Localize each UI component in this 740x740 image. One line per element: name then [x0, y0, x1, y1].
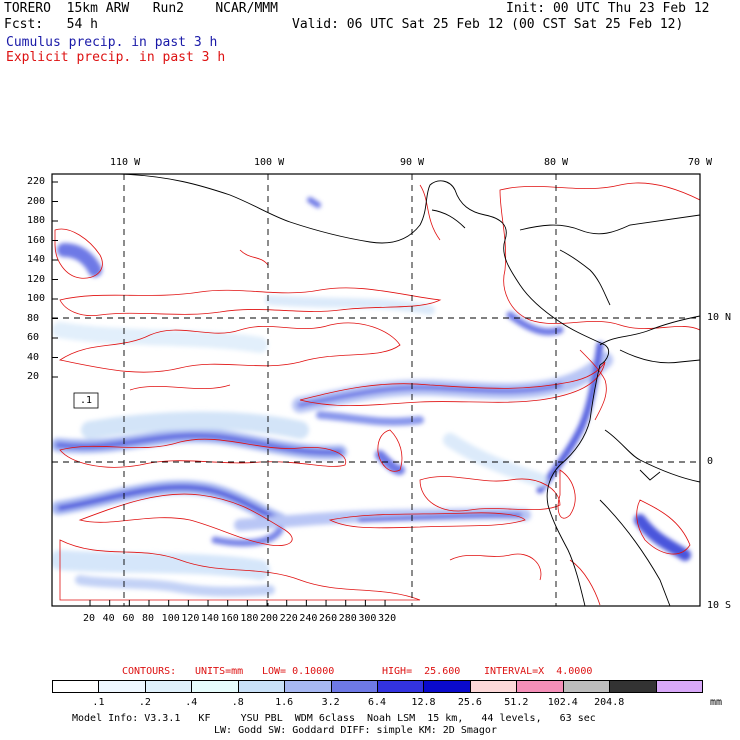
map-frame	[51, 173, 701, 607]
x-tick-label: 120	[181, 613, 200, 624]
y-tick-label: 20	[27, 371, 40, 382]
cumulus-precip-shading	[52, 197, 691, 597]
x-tick-label: 220	[279, 613, 298, 624]
lon-label-70w: 70 W	[688, 157, 713, 168]
lon-label-80w: 80 W	[544, 157, 569, 168]
y-tick-label: 160	[27, 234, 46, 246]
contour-label: .1	[80, 395, 93, 406]
legend-cumulus: Cumulus precip. in past 3 h	[6, 35, 218, 50]
contours-high: HIGH= 25.600	[382, 666, 461, 677]
x-tick-label: 80	[142, 613, 155, 624]
colorbar-label: 12.8	[411, 697, 436, 708]
colorbar-swatch	[144, 680, 193, 693]
colorbar-label: .8	[231, 697, 244, 708]
lon-label-110w: 110 W	[110, 157, 141, 168]
colorbar-label: 102.4	[547, 697, 578, 708]
x-tick-label: 260	[319, 613, 338, 624]
colorbar-label: 25.6	[457, 697, 482, 708]
colorbar-label: .2	[138, 697, 151, 708]
contours-interval: INTERVAL=X 4.0000	[484, 666, 593, 677]
x-tick-label: 240	[299, 613, 318, 624]
header-valid: Valid: 06 UTC Sat 25 Feb 12 (00 CST Sat …	[292, 17, 684, 32]
y-tick-label: 220	[27, 176, 46, 187]
legend-explicit: Explicit precip. in past 3 h	[6, 50, 226, 65]
x-tick-label: 160	[220, 613, 239, 624]
x-tick-label: 180	[240, 613, 259, 624]
x-tick-label: 200	[260, 613, 279, 624]
contours-low: LOW= 0.10000	[262, 666, 335, 677]
y-axis-ticks	[52, 181, 58, 378]
latlon-grid	[52, 174, 700, 606]
header-init: Init: 00 UTC Thu 23 Feb 12	[506, 1, 710, 16]
coastlines	[52, 174, 700, 606]
contours-units: UNITS=mm	[195, 666, 244, 677]
x-tick-label: 60	[122, 613, 135, 624]
explicit-precip-contours	[54, 182, 700, 606]
colorbar-swatch	[191, 680, 239, 693]
y-tick-label: 80	[27, 312, 40, 324]
x-tick-label: 300	[358, 613, 377, 624]
y-tick-label: 140	[27, 254, 46, 265]
colorbar-swatch	[52, 680, 100, 693]
colorbar-swatch	[609, 680, 657, 693]
footer-physics: LW: Godd SW: Goddard DIFF: simple KM: 2D…	[214, 725, 497, 736]
header-forecast: Fcst: 54 h	[4, 17, 98, 32]
x-tick-label: 100	[161, 613, 180, 624]
y-tick-label: 180	[27, 215, 46, 226]
colorbar-swatch	[562, 680, 611, 693]
colorbar-swatch	[377, 680, 425, 693]
colorbar-swatch	[237, 680, 286, 693]
colorbar-label: 3.2	[321, 697, 340, 708]
x-tick-label: 320	[378, 613, 397, 624]
contours-label: CONTOURS:	[122, 666, 177, 677]
x-tick-label: 40	[102, 613, 115, 624]
lat-label-0: 0	[707, 456, 714, 467]
header-title: TORERO 15km ARW Run2 NCAR/MMM	[4, 1, 278, 16]
colorbar-unit: mm	[710, 697, 723, 708]
colorbar-label: .4	[185, 697, 198, 708]
colorbar-swatch	[423, 680, 471, 693]
lon-label-90w: 90 W	[400, 157, 425, 168]
colorbar-swatch	[330, 680, 378, 693]
colorbar-label: .1	[92, 697, 105, 708]
colorbar-swatch	[516, 680, 564, 693]
footer-model-info: Model Info: V3.3.1 KF YSU PBL WDM 6class…	[72, 713, 596, 724]
colorbar-swatch	[469, 680, 518, 693]
contour-label-box	[73, 392, 99, 409]
colorbar-label: 6.4	[368, 697, 387, 708]
colorbar-swatch	[655, 680, 703, 693]
colorbar-swatch	[98, 680, 146, 693]
colorbar-label: 204.8	[594, 697, 625, 708]
lat-label-10s: 10 S	[707, 600, 732, 611]
colorbar-label: 1.6	[275, 697, 294, 708]
x-axis-ticks	[89, 600, 386, 606]
x-tick-label: 140	[201, 613, 220, 624]
lat-label-10n: 10 N	[707, 312, 732, 323]
y-tick-label: 60	[27, 332, 40, 343]
colorbar-label: 51.2	[504, 697, 529, 708]
x-tick-label: 20	[83, 613, 96, 624]
y-tick-label: 120	[27, 273, 46, 285]
y-tick-label: 200	[27, 195, 46, 207]
lon-label-100w: 100 W	[254, 157, 285, 168]
colorbar-swatch	[284, 680, 332, 693]
x-tick-label: 280	[338, 613, 357, 624]
y-tick-label: 100	[27, 293, 46, 304]
y-tick-label: 40	[27, 351, 40, 363]
